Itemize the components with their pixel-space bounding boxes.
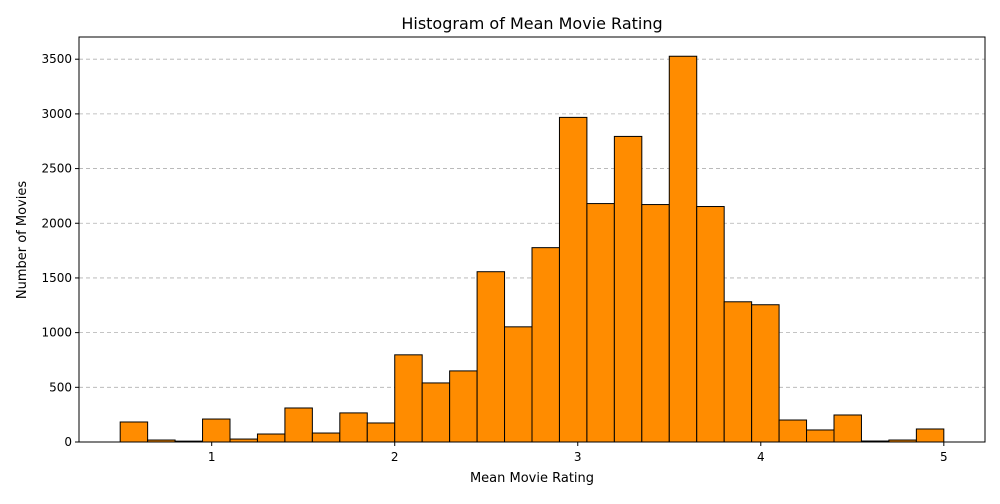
histogram-bar bbox=[833, 414, 862, 443]
histogram-bar bbox=[202, 418, 231, 443]
y-tick-label: 0 bbox=[64, 435, 72, 449]
x-axis-ticks: 1 2 3 4 5 bbox=[208, 442, 948, 464]
y-tick-label: 1500 bbox=[41, 271, 72, 285]
x-axis-label: Mean Movie Rating bbox=[470, 471, 594, 486]
x-tick-label: 1 bbox=[208, 450, 216, 464]
histogram-bar bbox=[778, 419, 808, 443]
bars bbox=[119, 55, 945, 443]
chart-title: Histogram of Mean Movie Rating bbox=[401, 14, 662, 33]
histogram-bar bbox=[696, 206, 725, 443]
x-tick-label: 2 bbox=[391, 450, 399, 464]
histogram-bar bbox=[586, 203, 615, 443]
histogram-bar bbox=[915, 428, 945, 443]
histogram-bar bbox=[256, 433, 286, 443]
histogram-bar bbox=[806, 429, 835, 443]
histogram-bar bbox=[421, 382, 451, 443]
y-axis-label: Number of Movies bbox=[15, 181, 30, 299]
histogram-bar bbox=[311, 432, 341, 443]
histogram-bar bbox=[531, 247, 560, 443]
histogram-bar bbox=[284, 407, 313, 443]
histogram-bar bbox=[366, 422, 396, 443]
histogram-bar bbox=[476, 271, 506, 443]
x-tick-label: 3 bbox=[574, 450, 582, 464]
histogram-bar bbox=[339, 412, 368, 443]
histogram-bar bbox=[751, 304, 780, 443]
x-tick-label: 5 bbox=[940, 450, 948, 464]
histogram-bar bbox=[504, 326, 533, 443]
histogram-bar bbox=[449, 370, 478, 443]
histogram-bar bbox=[613, 135, 643, 443]
y-tick-label: 3500 bbox=[41, 52, 72, 66]
histogram-bar bbox=[394, 354, 423, 443]
histogram-bar bbox=[641, 204, 670, 443]
y-tick-label: 500 bbox=[49, 380, 72, 394]
histogram-bar bbox=[119, 421, 149, 443]
y-tick-label: 1000 bbox=[41, 326, 72, 340]
x-tick-label: 4 bbox=[757, 450, 765, 464]
y-tick-label: 2500 bbox=[41, 162, 72, 176]
y-axis-ticks: 0 500 1000 1500 2000 2500 3000 3500 bbox=[41, 52, 79, 449]
y-tick-label: 2000 bbox=[41, 216, 72, 230]
plot-frame bbox=[78, 36, 986, 443]
histogram-bar bbox=[723, 301, 753, 443]
y-tick-label: 3000 bbox=[41, 107, 72, 121]
histogram-bar bbox=[558, 116, 588, 443]
histogram-bar bbox=[668, 55, 698, 443]
